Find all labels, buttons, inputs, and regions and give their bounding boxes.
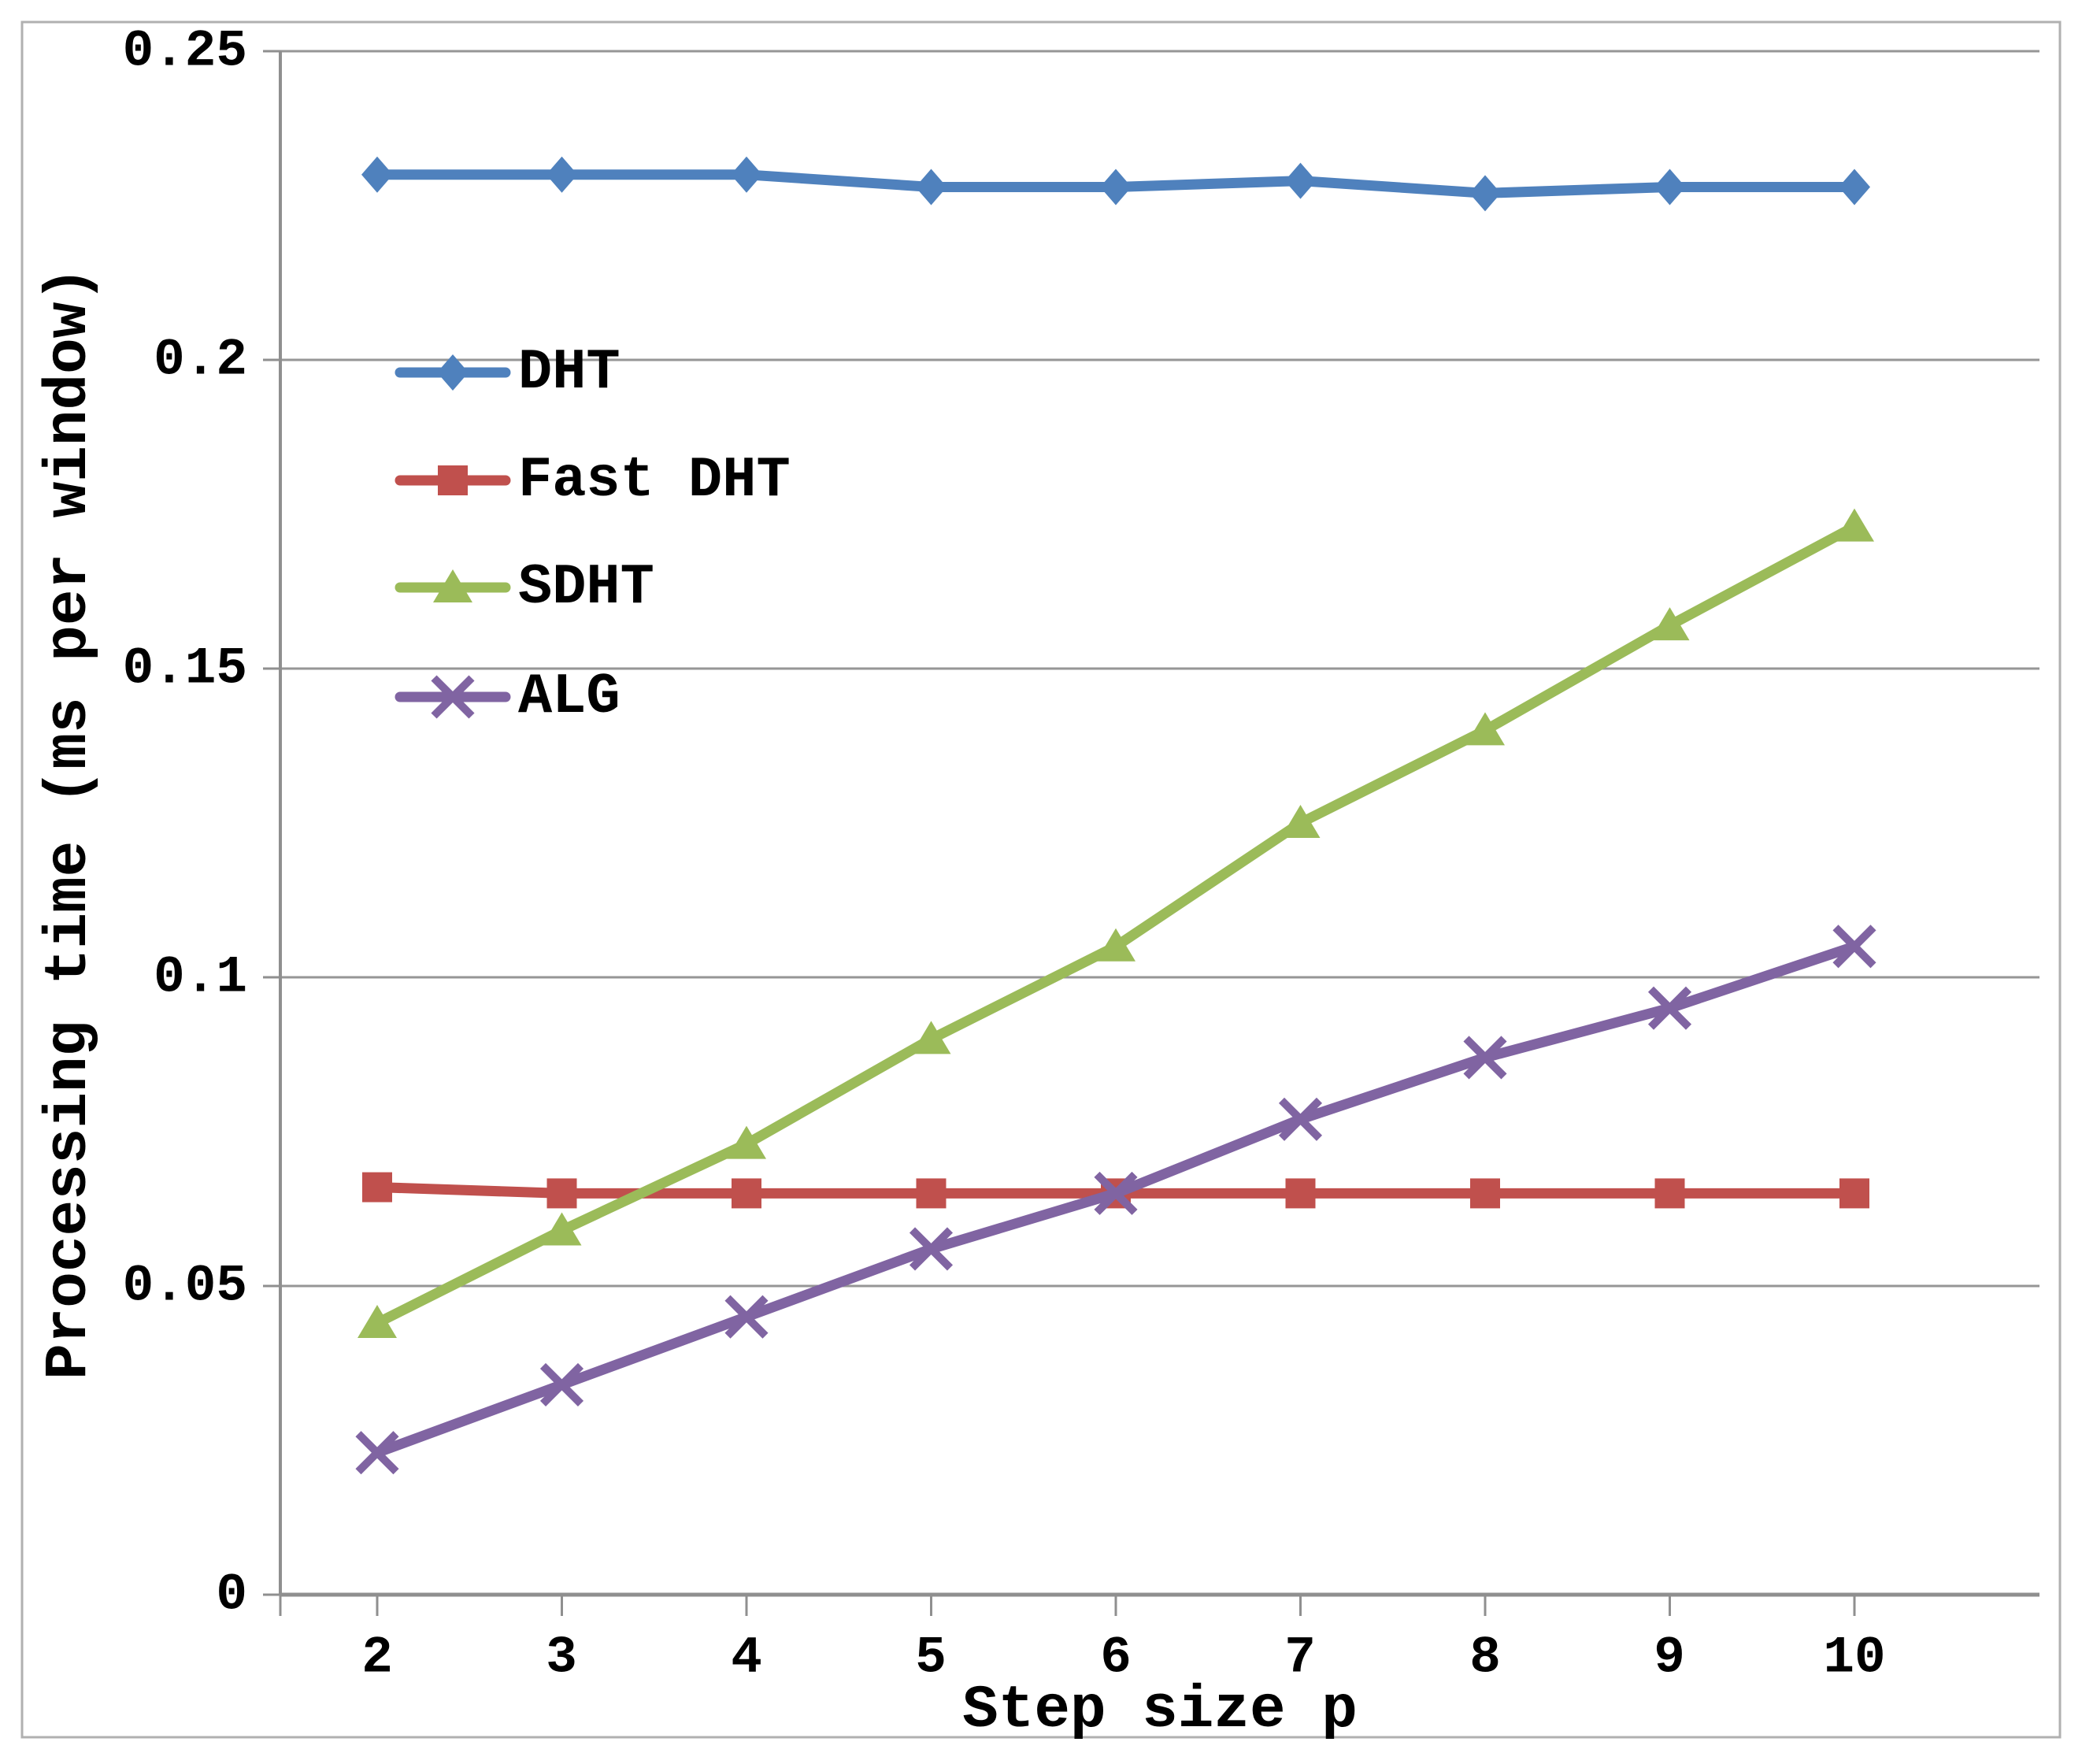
legend-label-sdht: SDHT bbox=[518, 555, 654, 620]
series-dht-marker bbox=[1100, 169, 1132, 206]
axes bbox=[263, 50, 2039, 1616]
series-dht-marker bbox=[1469, 175, 1501, 212]
series-alg-marker bbox=[909, 1227, 954, 1271]
series-dht-marker bbox=[915, 169, 947, 206]
series-fast-dht-marker bbox=[1654, 1178, 1685, 1209]
x-tick-label: 3 bbox=[546, 1629, 577, 1688]
series-sdht-marker bbox=[1096, 928, 1135, 962]
series-dht-marker bbox=[731, 156, 762, 193]
legend-marker-fast-dht bbox=[438, 465, 468, 495]
legend-item-alg: ALG bbox=[395, 665, 621, 729]
y-tick-label: 0 bbox=[216, 1566, 247, 1625]
y-tick-label: 0.2 bbox=[154, 331, 247, 390]
series-dht-marker bbox=[546, 156, 578, 193]
series-alg-marker bbox=[1278, 1097, 1323, 1141]
legend-label-fast-dht: Fast DHT bbox=[518, 448, 791, 513]
series-dht-marker bbox=[1284, 162, 1317, 199]
series-fast-dht-marker bbox=[546, 1178, 577, 1209]
series-sdht-marker bbox=[1280, 805, 1321, 838]
series-sdht-marker bbox=[1465, 712, 1505, 746]
series-layer bbox=[355, 156, 1876, 1475]
legend-marker-alg bbox=[431, 675, 475, 719]
x-tick-label: 6 bbox=[1100, 1629, 1132, 1688]
series-alg bbox=[355, 925, 1876, 1475]
series-fast-dht-marker bbox=[916, 1178, 947, 1209]
legend-label-alg: ALG bbox=[518, 665, 621, 729]
legend-item-dht: DHT bbox=[395, 340, 621, 405]
figure-border bbox=[20, 20, 2062, 1739]
series-alg-marker bbox=[1094, 1171, 1138, 1215]
series-fast-dht-marker bbox=[1470, 1178, 1500, 1209]
x-tick-label: 2 bbox=[361, 1629, 393, 1688]
series-sdht-marker bbox=[542, 1212, 582, 1246]
x-tick-label: 7 bbox=[1284, 1629, 1316, 1688]
series-alg-marker bbox=[1647, 986, 1692, 1030]
series-dht-marker bbox=[1839, 169, 1870, 206]
legend-swatch-sdht bbox=[395, 569, 511, 602]
series-sdht-marker bbox=[357, 1305, 397, 1339]
x-axis-title: Step size p bbox=[962, 1677, 1358, 1744]
series-alg-marker bbox=[355, 1431, 399, 1475]
series-dht-marker bbox=[361, 156, 393, 193]
series-fast-dht-marker bbox=[1285, 1178, 1316, 1209]
series-dht bbox=[361, 156, 1870, 212]
series-alg-marker bbox=[1832, 925, 1876, 969]
x-tick-label: 10 bbox=[1823, 1629, 1885, 1688]
y-tick-label: 0.05 bbox=[123, 1257, 247, 1316]
series-sdht-marker bbox=[1650, 607, 1690, 641]
legend-item-sdht: SDHT bbox=[395, 555, 654, 620]
series-alg-marker bbox=[539, 1362, 584, 1406]
legend-marker-dht bbox=[437, 354, 469, 391]
series-fast-dht-marker bbox=[1839, 1178, 1869, 1209]
series-sdht bbox=[357, 508, 1874, 1339]
y-axis-title: Processing time (ms per window) bbox=[35, 266, 103, 1380]
x-tick-label: 5 bbox=[915, 1629, 947, 1688]
series-alg-marker bbox=[1463, 1036, 1507, 1080]
legend-item-fast-dht: Fast DHT bbox=[395, 448, 791, 513]
y-tick-label: 0.15 bbox=[123, 639, 247, 699]
y-axis-tick-labels: 0 0.05 0.1 0.15 0.2 0.25 bbox=[123, 22, 247, 1625]
legend-swatch-dht bbox=[395, 354, 511, 391]
legend-swatch-fast-dht bbox=[395, 465, 511, 495]
series-sdht-marker bbox=[911, 1021, 951, 1054]
legend-marker-sdht bbox=[433, 569, 472, 602]
x-axis-tick-labels: 2 3 4 5 6 7 8 9 10 bbox=[361, 1629, 1885, 1688]
series-sdht-marker bbox=[727, 1125, 766, 1159]
x-tick-label: 8 bbox=[1469, 1629, 1501, 1688]
series-alg-marker bbox=[724, 1295, 769, 1339]
series-dht-marker bbox=[1654, 169, 1686, 206]
legend-label-dht: DHT bbox=[518, 340, 621, 405]
y-tick-label: 0.25 bbox=[123, 22, 247, 81]
x-tick-label: 4 bbox=[731, 1629, 762, 1688]
x-tick-label: 9 bbox=[1654, 1629, 1685, 1688]
series-fast-dht-marker bbox=[362, 1172, 392, 1203]
legend: DHT Fast DHT SDHT ALG bbox=[395, 340, 791, 729]
series-fast-dht-marker bbox=[732, 1178, 761, 1209]
series-sdht-marker bbox=[1835, 508, 1874, 542]
y-tick-label: 0.1 bbox=[154, 948, 247, 1007]
legend-swatch-alg bbox=[395, 675, 511, 719]
